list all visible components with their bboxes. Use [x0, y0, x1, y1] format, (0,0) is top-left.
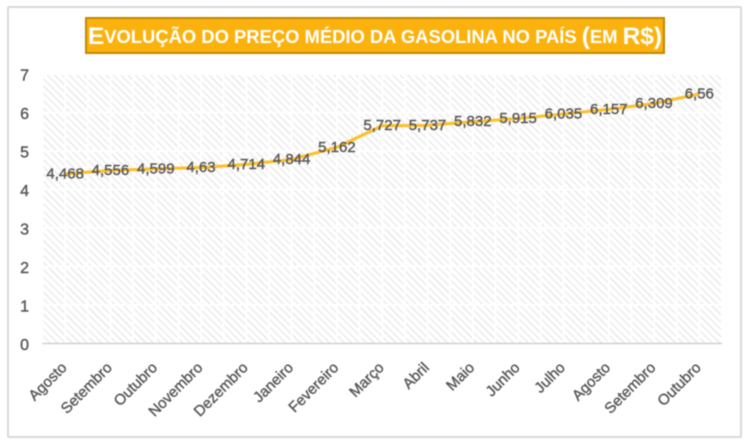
- svg-text:4,556: 4,556: [92, 162, 130, 179]
- svg-text:4,844: 4,844: [273, 151, 311, 168]
- svg-text:3: 3: [20, 222, 29, 239]
- svg-text:1: 1: [20, 299, 29, 316]
- svg-text:6,56: 6,56: [685, 85, 714, 102]
- svg-text:7: 7: [20, 68, 29, 85]
- svg-text:Junho: Junho: [483, 359, 524, 400]
- svg-text:4,714: 4,714: [228, 156, 266, 173]
- svg-text:5,832: 5,832: [454, 113, 492, 130]
- svg-text:Março: Março: [346, 359, 387, 400]
- svg-text:5,915: 5,915: [499, 110, 537, 127]
- svg-text:6,309: 6,309: [635, 95, 673, 112]
- svg-text:4: 4: [20, 183, 29, 200]
- svg-text:2: 2: [20, 260, 29, 277]
- svg-text:0: 0: [20, 337, 29, 354]
- svg-text:4,63: 4,63: [186, 159, 215, 176]
- svg-text:6: 6: [20, 106, 29, 123]
- svg-text:4,468: 4,468: [46, 165, 84, 182]
- svg-text:Abril: Abril: [400, 359, 433, 392]
- svg-text:5,727: 5,727: [363, 117, 401, 134]
- svg-text:6,035: 6,035: [545, 106, 583, 123]
- svg-text:Fevereiro: Fevereiro: [285, 359, 342, 416]
- svg-text:6,157: 6,157: [590, 101, 628, 118]
- svg-text:Maio: Maio: [443, 359, 478, 394]
- svg-text:5,162: 5,162: [318, 139, 356, 156]
- svg-text:4,599: 4,599: [137, 160, 175, 177]
- svg-text:Julho: Julho: [531, 359, 568, 396]
- svg-text:5: 5: [20, 145, 29, 162]
- svg-text:5,737: 5,737: [409, 117, 447, 134]
- svg-text:Outubro: Outubro: [654, 359, 704, 409]
- svg-text:Agosto: Agosto: [569, 359, 614, 404]
- svg-text:Agosto: Agosto: [25, 359, 70, 404]
